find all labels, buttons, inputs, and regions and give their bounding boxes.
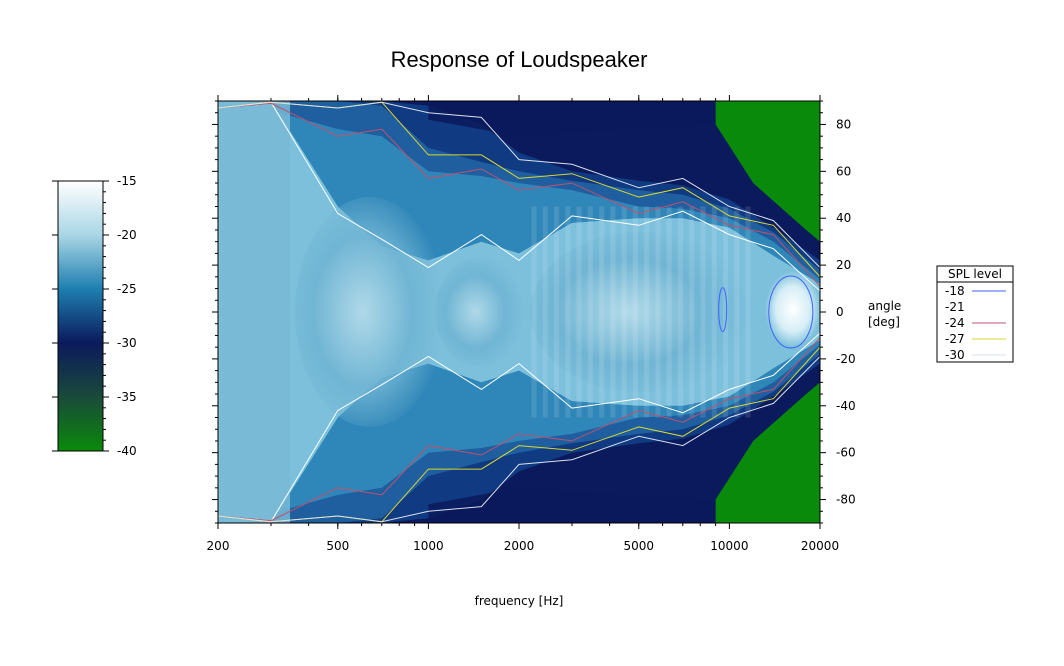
contour-24-lower <box>218 337 820 522</box>
ripple-stripe <box>745 206 751 418</box>
ripple-stripe <box>655 206 661 418</box>
y-tick-label: -80 <box>836 493 856 507</box>
ripple-stripe <box>723 206 729 418</box>
y-axis-label-line1: angle <box>868 299 901 313</box>
colorbar: -15 -20 -25 -30 -35 -40 <box>52 174 137 458</box>
lobe-5khz <box>530 232 750 392</box>
colorbar-gradient <box>57 180 104 452</box>
contour-21-lower <box>218 332 820 523</box>
contour-30-lower <box>218 356 820 523</box>
y-tick-label: 40 <box>836 211 851 225</box>
ripple-stripe <box>599 206 605 418</box>
legend-entry-label: -24 <box>945 316 965 330</box>
ripple-stripe <box>677 206 683 418</box>
ripple-stripe <box>542 206 548 418</box>
y-tick-label: 60 <box>836 164 851 178</box>
x-tick-label: 2000 <box>504 539 535 553</box>
y-tick-label: 80 <box>836 117 851 131</box>
hotspot-16khz <box>765 271 820 347</box>
colorbar-tick-label: -15 <box>117 174 137 188</box>
x-tick-label: 200 <box>207 539 230 553</box>
colorbar-tick-label: -40 <box>117 444 137 458</box>
ripple-stripe <box>554 206 560 418</box>
contour-30-upper <box>218 101 820 268</box>
y-tick-label: -40 <box>836 399 856 413</box>
ripple-stripe <box>711 206 717 418</box>
ripple-stripe <box>689 206 695 418</box>
ripple-stripe <box>666 206 672 418</box>
x-axis: 200 500 1000 2000 5000 10000 20000 <box>207 95 839 553</box>
contour-18-loop-16khz <box>768 275 814 349</box>
y-tick-label: -60 <box>836 446 856 460</box>
ripple-stripe <box>587 206 593 418</box>
ripple-stripe <box>610 206 616 418</box>
x-axis-label: frequency [Hz] <box>475 594 564 608</box>
y-tick-label: 0 <box>836 305 844 319</box>
x-tick-label: 5000 <box>624 539 655 553</box>
legend-entry-label: -21 <box>945 300 965 314</box>
legend-title: SPL level <box>948 267 1002 281</box>
green-region-bottom <box>715 382 820 523</box>
legend-entry-label: -27 <box>945 332 965 346</box>
ripple-stripes <box>531 206 751 418</box>
contour-lines <box>218 101 820 523</box>
y-tick-label: -20 <box>836 352 856 366</box>
ripple-stripe <box>734 206 740 418</box>
ripple-stripe <box>632 206 638 418</box>
y-axis: 80 60 40 20 0 -20 -40 -60 -80 <box>212 100 856 524</box>
y-axis-label-line2: [deg] <box>868 315 900 329</box>
colorbar-tick-label: -25 <box>117 282 137 296</box>
colorbar-tick-label: -20 <box>117 228 137 242</box>
legend-entry-label: -30 <box>945 348 965 362</box>
ripple-stripe <box>576 206 582 418</box>
ripple-stripe <box>531 206 537 418</box>
contour-21-upper <box>218 101 820 292</box>
colorbar-tick-label: -35 <box>117 390 137 404</box>
colorbar-tick-label: -30 <box>117 336 137 350</box>
legend-entry-label: -18 <box>945 284 965 298</box>
x-tick-label: 1000 <box>413 539 444 553</box>
ripple-stripe <box>565 206 571 418</box>
x-tick-label: 500 <box>326 539 349 553</box>
ripple-stripe <box>644 206 650 418</box>
y-tick-label: 20 <box>836 258 851 272</box>
lowfreq-region <box>220 101 290 523</box>
x-tick-label: 20000 <box>801 539 839 553</box>
green-region-top <box>715 101 820 242</box>
chart-title: Response of Loudspeaker <box>391 47 648 72</box>
dark-region-bottom <box>428 487 716 523</box>
contour-18-loop-9khz <box>718 287 728 333</box>
lobe-1500hz <box>435 257 525 367</box>
x-tick-label: 10000 <box>710 539 748 553</box>
contour-24-upper <box>218 102 820 287</box>
ripple-stripe <box>700 206 706 418</box>
dark-region-top <box>428 101 716 137</box>
lobe-500hz <box>295 197 445 427</box>
heatmap-plot-area <box>218 101 820 523</box>
ripple-stripe <box>621 206 627 418</box>
legend: SPL level -18 -21 -24 -27 -30 <box>936 265 1014 363</box>
